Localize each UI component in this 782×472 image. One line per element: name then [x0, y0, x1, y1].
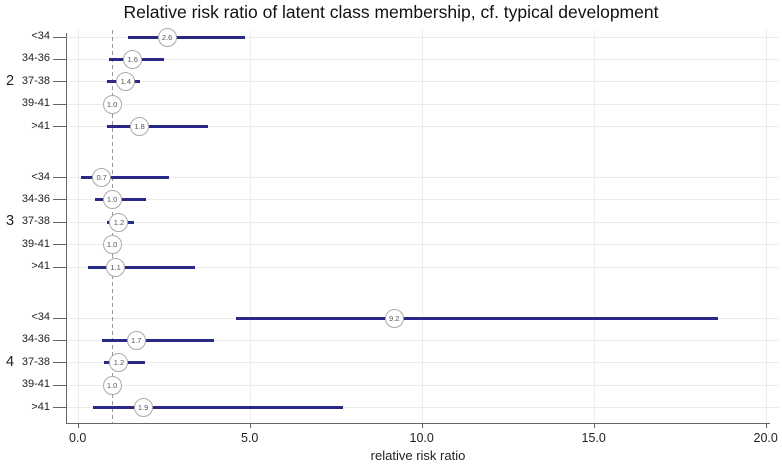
row-label: 34-36: [21, 333, 50, 346]
x-axis-tick: [765, 423, 767, 428]
row-axis-tick: [53, 199, 66, 201]
group-label: 2: [5, 72, 15, 89]
row-label: 37-38: [21, 215, 50, 228]
estimate-circle: 1.2: [109, 353, 129, 373]
row-axis-tick: [53, 339, 66, 341]
x-axis-line: [66, 423, 770, 424]
x-axis-tick: [77, 423, 79, 428]
row-axis-tick: [53, 244, 66, 246]
x-axis-tick: [593, 423, 595, 428]
estimate-circle: 1.2: [109, 212, 129, 232]
x-axis-title: relative risk ratio: [370, 448, 466, 463]
x-tick-label: 15.0: [581, 431, 606, 445]
grid-line-vertical: [765, 30, 767, 423]
row-label: <34: [31, 170, 50, 183]
row-label: 37-38: [21, 74, 50, 87]
estimate-circle: 2.6: [157, 27, 177, 47]
confidence-interval-line: [127, 35, 245, 39]
row-axis-tick: [53, 36, 66, 38]
row-axis-tick: [53, 317, 66, 319]
estimate-circle: 1.9: [133, 398, 153, 418]
row-label: 39-41: [21, 378, 50, 391]
confidence-interval-line: [235, 316, 718, 320]
estimate-circle: 1.6: [123, 49, 143, 69]
confidence-interval-line: [88, 265, 195, 269]
confidence-interval-line: [101, 338, 214, 342]
row-label: 34-36: [21, 52, 50, 65]
row-label: <34: [31, 30, 50, 42]
grid-line-vertical: [593, 30, 595, 423]
estimate-circle: 1.0: [102, 190, 122, 210]
x-axis-tick: [249, 423, 251, 428]
grid-line-vertical: [249, 30, 251, 423]
row-label: 34-36: [21, 192, 50, 205]
row-axis-tick: [53, 126, 66, 128]
y-axis-line: [66, 33, 67, 423]
row-axis-tick: [53, 362, 66, 364]
row-label: >41: [31, 119, 50, 132]
estimate-circle: 1.7: [126, 330, 146, 350]
confidence-interval-line: [93, 406, 343, 410]
row-axis-tick: [53, 407, 66, 409]
estimate-circle: 0.7: [92, 168, 112, 187]
row-axis-tick: [53, 384, 66, 386]
x-tick-label: 5.0: [240, 431, 259, 445]
row-label: 39-41: [21, 97, 50, 110]
x-axis-tick: [421, 423, 423, 428]
x-tick-label: 0.0: [68, 431, 87, 445]
estimate-circle: 1.0: [102, 94, 122, 114]
row-axis-tick: [53, 58, 66, 60]
row-label: 37-38: [21, 355, 50, 368]
confidence-interval-line: [106, 125, 209, 129]
chart-title: Relative risk ratio of latent class memb…: [123, 2, 659, 22]
row-axis-tick: [53, 81, 66, 83]
row-axis-tick: [53, 103, 66, 105]
row-axis-tick: [53, 266, 66, 268]
row-axis-tick: [53, 221, 66, 223]
estimate-circle: 1.0: [102, 235, 122, 255]
estimate-circle: 1.0: [102, 375, 122, 395]
row-label: >41: [31, 400, 50, 413]
estimate-circle: 9.2: [384, 308, 404, 328]
estimate-circle: 1.8: [130, 117, 150, 137]
grid-line-vertical: [421, 30, 423, 423]
confidence-interval-line: [81, 176, 169, 179]
estimate-circle: 1.1: [106, 257, 126, 277]
group-label: 4: [5, 353, 15, 370]
estimate-circle: 1.4: [116, 72, 136, 92]
x-tick-label: 20.0: [753, 431, 778, 445]
group-label: 3: [5, 213, 15, 230]
grid-line-vertical: [77, 30, 79, 423]
x-tick-label: 10.0: [409, 431, 434, 445]
row-label: 39-41: [21, 237, 50, 250]
row-axis-tick: [53, 177, 66, 178]
row-label: >41: [31, 260, 50, 273]
row-label: <34: [31, 311, 50, 323]
